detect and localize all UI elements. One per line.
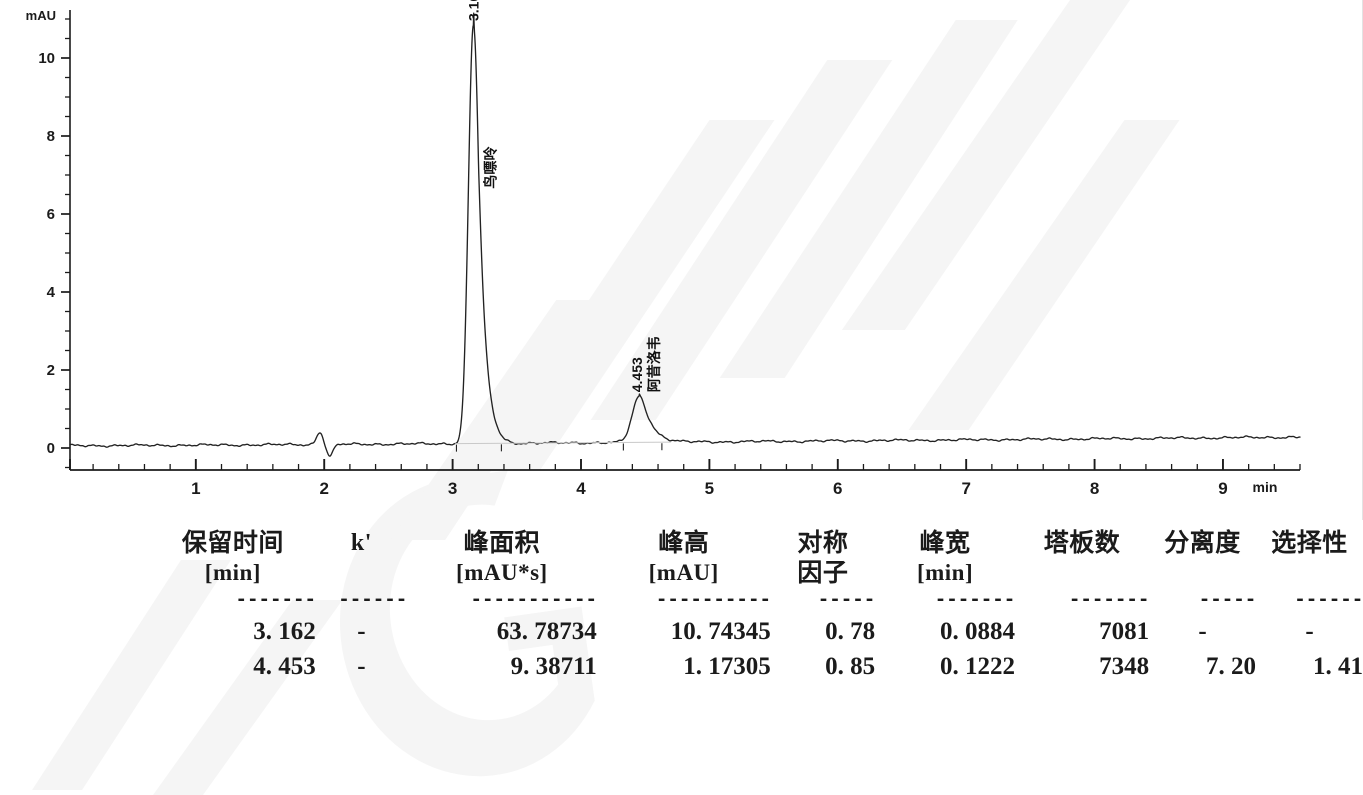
- results-table-head: 保留时间 k' 峰面积 峰高 对称 峰宽 塔板数 分离度 选择性 [min] […: [150, 528, 1363, 614]
- cell-peak-area: 9. 38711: [510, 653, 597, 680]
- svg-text:5: 5: [705, 479, 714, 498]
- header-k-prime: k': [350, 530, 372, 556]
- header-peak-width: 峰宽: [919, 528, 971, 557]
- svg-text:6: 6: [833, 479, 842, 498]
- svg-text:1: 1: [191, 479, 200, 498]
- header-unit-peak-width: [min]: [916, 560, 974, 585]
- peak-results-table: 保留时间 k' 峰面积 峰高 对称 峰宽 塔板数 分离度 选择性 [min] […: [0, 528, 1363, 684]
- svg-text:阿昔洛韦: 阿昔洛韦: [646, 336, 662, 392]
- separator-cell: ------: [337, 589, 408, 612]
- cell-symmetry: 0. 78: [825, 618, 876, 645]
- cell-retention-time: 3. 162: [253, 618, 316, 645]
- svg-text:6: 6: [47, 206, 55, 223]
- header-peak-area: 峰面积: [463, 528, 541, 557]
- header-unit-retention-time: [min]: [204, 560, 261, 585]
- header-plate-number: 塔板数: [1043, 528, 1121, 557]
- svg-text:2: 2: [319, 479, 328, 498]
- cell-plate-number: 7348: [1099, 653, 1150, 680]
- plot-axes: [61, 10, 1301, 471]
- header-retention-time: 保留时间: [181, 528, 284, 557]
- svg-text:7: 7: [961, 479, 970, 498]
- cell-peak-width: 0. 0884: [939, 618, 1015, 645]
- cell-peak-height: 1. 17305: [683, 653, 771, 680]
- cell-plate-number: 7081: [1099, 618, 1150, 645]
- svg-text:鸟嘌呤: 鸟嘌呤: [482, 146, 498, 189]
- cell-retention-time: 4. 453: [253, 653, 316, 680]
- table-row: 3. 162 - 63. 78734 10. 74345 0. 78 0. 08…: [150, 614, 1363, 649]
- cell-k-prime: -: [357, 618, 366, 645]
- separator-cell: -----: [1198, 589, 1257, 612]
- header-unit-resolution: [1149, 558, 1256, 588]
- cell-resolution: 7. 20: [1206, 653, 1257, 680]
- separator-cell: -------: [934, 589, 1015, 612]
- header-unit-plate-number: [1015, 558, 1149, 588]
- svg-text:mAU: mAU: [26, 8, 56, 23]
- svg-text:4.453: 4.453: [629, 357, 645, 392]
- cell-selectivity: 1. 41: [1313, 653, 1363, 680]
- header-unit-k-prime: [316, 558, 407, 588]
- separator-cell: -------: [235, 589, 316, 612]
- header-row-units: [min] [mAU*s] [mAU] 因子 [min]: [150, 558, 1363, 588]
- header-selectivity: 选择性: [1271, 528, 1348, 557]
- cell-peak-height: 10. 74345: [670, 618, 771, 645]
- cell-resolution: -: [1198, 618, 1207, 645]
- separator-cell: ----------: [655, 589, 772, 612]
- header-unit-peak-area: [mAU*s]: [456, 560, 548, 585]
- chromatogram-trace: [69, 12, 1301, 457]
- header-row-names: 保留时间 k' 峰面积 峰高 对称 峰宽 塔板数 分离度 选择性: [150, 528, 1363, 558]
- svg-text:2: 2: [47, 362, 55, 379]
- header-resolution: 分离度: [1164, 528, 1241, 557]
- svg-text:9: 9: [1218, 479, 1227, 498]
- separator-cell: -----: [817, 589, 876, 612]
- svg-text:4: 4: [47, 284, 56, 301]
- svg-text:min: min: [1253, 479, 1278, 495]
- header-separator-row: ------- ------ ----------- ---------- --…: [150, 588, 1363, 614]
- cell-symmetry: 0. 85: [825, 653, 876, 680]
- separator-cell: -----------: [470, 589, 597, 612]
- cell-k-prime: -: [357, 653, 366, 680]
- results-table: 保留时间 k' 峰面积 峰高 对称 峰宽 塔板数 分离度 选择性 [min] […: [150, 528, 1363, 684]
- svg-text:0: 0: [47, 440, 55, 457]
- cell-selectivity: -: [1305, 618, 1314, 645]
- svg-text:3.162: 3.162: [465, 0, 481, 21]
- peak-annotations: 3.162 鸟嘌呤 4.453 阿昔洛韦: [465, 0, 662, 392]
- svg-text:3: 3: [448, 479, 457, 498]
- header-unit-selectivity: [1256, 558, 1363, 588]
- svg-text:8: 8: [1090, 479, 1099, 498]
- table-row: 4. 453 - 9. 38711 1. 17305 0. 85 0. 1222…: [150, 649, 1363, 684]
- results-table-body: 3. 162 - 63. 78734 10. 74345 0. 78 0. 08…: [150, 614, 1363, 684]
- separator-cell: ------: [1293, 589, 1363, 612]
- chromatogram-plot: 0 2 4 6 8 10 mAU 1 2 3 4 5 6 7 8 9 min 3.162 鸟嘌呤 4.453 阿昔洛韦: [26, 0, 1301, 498]
- header-symmetry: 对称: [797, 528, 849, 557]
- svg-text:8: 8: [47, 128, 55, 145]
- svg-text:4: 4: [576, 479, 586, 498]
- header-peak-height: 峰高: [658, 528, 710, 557]
- header-unit-peak-height: [mAU]: [648, 560, 719, 585]
- svg-text:10: 10: [38, 50, 55, 67]
- header-unit-symmetry: 因子: [797, 558, 849, 587]
- separator-cell: -------: [1068, 589, 1150, 612]
- cell-peak-area: 63. 78734: [496, 618, 597, 645]
- cell-peak-width: 0. 1222: [939, 653, 1015, 680]
